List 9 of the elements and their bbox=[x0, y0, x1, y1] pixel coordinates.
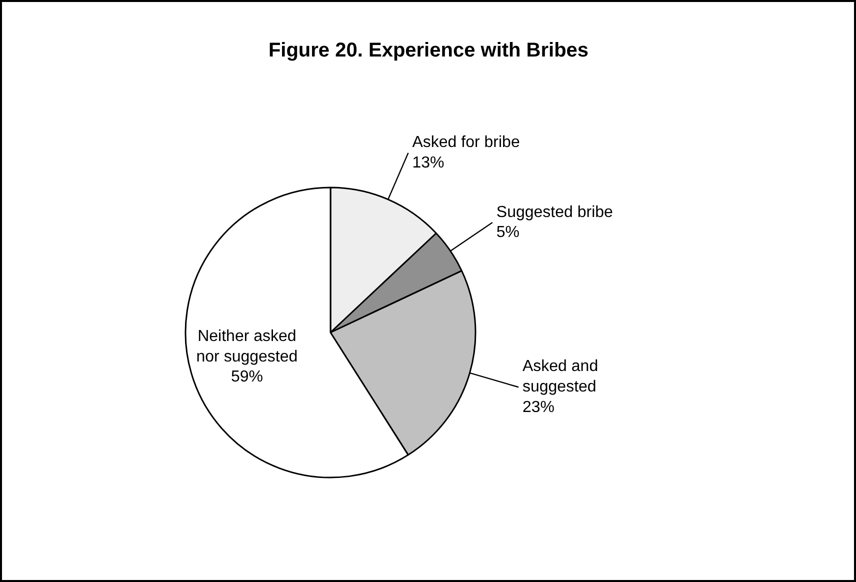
slice-label: Asked and suggested bbox=[522, 358, 598, 396]
data-label: 13% bbox=[412, 154, 444, 172]
chart-title: Figure 20. Experience with Bribes bbox=[268, 40, 589, 62]
slice-label: Asked for bribe bbox=[412, 134, 520, 152]
data-label: 59% bbox=[230, 368, 263, 386]
slice-label: Suggested bribe bbox=[496, 204, 614, 221]
data-label: 5% bbox=[496, 224, 520, 242]
slice-label: Neither asked nor suggested bbox=[196, 328, 298, 366]
data-label: 23% bbox=[522, 399, 555, 416]
